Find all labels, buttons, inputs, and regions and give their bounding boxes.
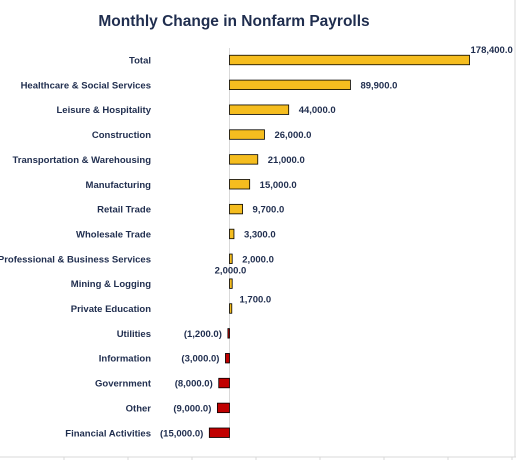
value-label: 26,000.0: [274, 130, 311, 141]
bar: [216, 402, 230, 414]
bar: [218, 377, 230, 389]
value-label: 44,000.0: [299, 105, 336, 116]
category-label: Information: [99, 354, 151, 365]
value-label: 2,000.0: [242, 254, 274, 265]
value-label: (1,200.0): [184, 329, 222, 340]
bar: [229, 79, 351, 90]
bar: [229, 228, 235, 240]
value-label: (15,000.0): [160, 428, 203, 439]
bar: [229, 154, 259, 165]
value-label: 21,000.0: [268, 155, 305, 166]
category-label: Utilities: [117, 329, 151, 340]
category-label: Mining & Logging: [71, 279, 151, 290]
bar: [229, 179, 251, 190]
category-label: Leisure & Hospitality: [57, 105, 152, 116]
category-label: Other: [126, 403, 152, 414]
category-label: Transportation & Warehousing: [13, 155, 152, 166]
value-label: 89,900.0: [360, 80, 397, 91]
bar: [229, 129, 265, 140]
value-label: 15,000.0: [260, 180, 297, 191]
category-label: Healthcare & Social Services: [21, 80, 151, 91]
chart-title: Monthly Change in Nonfarm Payrolls: [98, 13, 369, 30]
value-label: 9,700.0: [253, 205, 285, 216]
category-label: Retail Trade: [97, 205, 151, 216]
category-label: Private Education: [71, 304, 151, 315]
bar: [208, 427, 230, 438]
bar: [229, 278, 233, 289]
bar: [225, 353, 230, 364]
value-label: 178,400.0: [471, 45, 513, 56]
category-label: Manufacturing: [86, 180, 152, 191]
value-label: (3,000.0): [181, 354, 219, 365]
category-label: Total: [129, 56, 151, 67]
category-label: Government: [95, 379, 152, 390]
value-label: 2,000.0: [215, 266, 247, 277]
category-label: Financial Activities: [65, 428, 151, 439]
bar-series: Total 178,400.0 Healthcare & Social Servic…: [0, 45, 513, 440]
bar: [229, 253, 233, 264]
bar: [227, 328, 230, 339]
bar: [229, 203, 243, 215]
category-label: Professional & Business Services: [0, 254, 151, 265]
bar: [229, 54, 470, 66]
value-label: (8,000.0): [175, 379, 213, 390]
category-label: Wholesale Trade: [76, 229, 151, 240]
value-label: 3,300.0: [244, 229, 276, 240]
value-label: 1,700.0: [240, 295, 272, 306]
category-label: Construction: [92, 130, 151, 141]
value-label: (9,000.0): [173, 403, 211, 414]
bar: [229, 303, 233, 314]
bar: [229, 104, 290, 115]
